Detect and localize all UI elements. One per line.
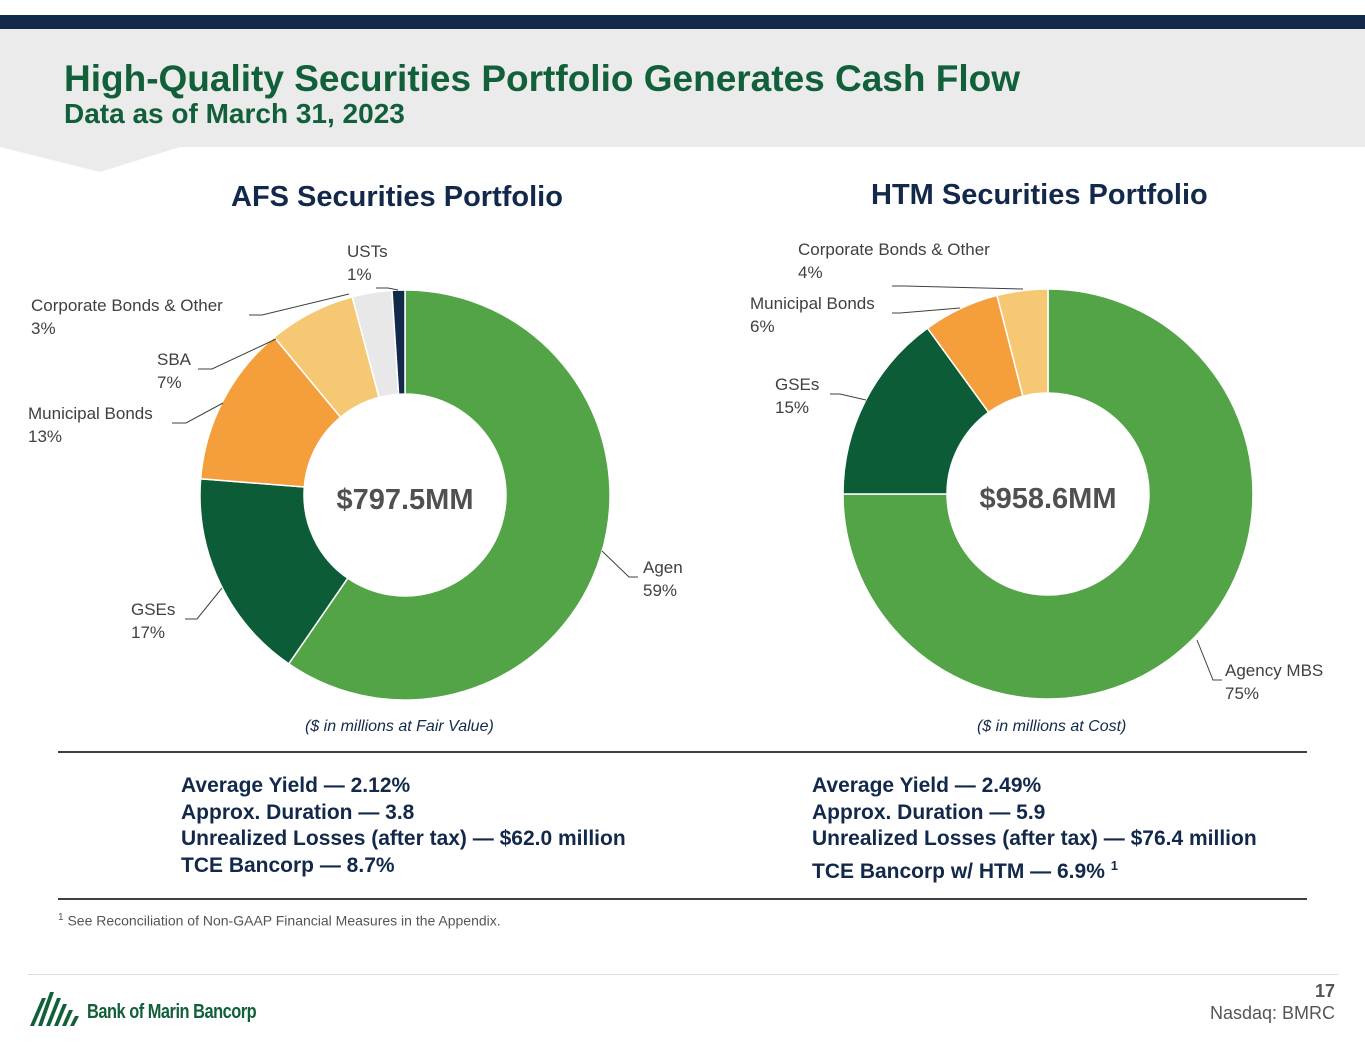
slide-title: High-Quality Securities Portfolio Genera… [64,58,1021,99]
afs-center-total: $797.5MM [336,484,473,516]
bank-logo-icon [30,992,79,1026]
htm-pct-gses: 15% [775,398,809,417]
afs-leader-line-gses [185,587,223,620]
afs-leader-line-municipal-bonds [172,402,224,424]
afs-pct-sba: 7% [157,373,182,392]
htm-metrics: Average Yield — 2.49% Approx. Duration —… [812,773,1257,885]
slide-subtitle: Data as of March 31, 2023 [64,98,405,129]
afs-average-yield: Average Yield — 2.12% [181,774,411,797]
footnote-text: See Reconciliation of Non-GAAP Financial… [67,912,501,929]
htm-slice-agency-mbs [842,288,1254,700]
htm-leader-line-corporate-bonds-other [892,285,1024,290]
afs-label-sba: SBA [157,350,192,369]
htm-chart-title: HTM Securities Portfolio [871,179,1208,211]
htm-label-corporate-bonds-other: Corporate Bonds & Other [798,240,990,259]
footer-divider [28,974,1338,975]
htm-donut-chart: Agency MBS 75% GSEs 15% Municipal Bonds 6% Cor… [750,240,1323,703]
htm-label-gses: GSEs [775,375,819,394]
htm-leader-line-municipal-bonds [892,307,961,314]
htm-duration: Approx. Duration — 5.9 [812,800,1046,824]
htm-label-agency-mbs: Agency MBS [1225,661,1323,680]
htm-pct-municipal-bonds: 6% [750,317,775,336]
htm-pct-agency-mbs: 75% [1225,684,1259,703]
logo-wordmark: Bank of Marin Bancorp [87,1001,257,1023]
htm-slice-gses [842,327,990,495]
afs-duration: Approx. Duration — 3.8 [181,800,415,824]
page-number: 17 [1314,981,1335,1001]
afs-label-municipal-bonds: Municipal Bonds [28,404,153,423]
htm-center-total: $958.6MM [979,483,1116,515]
afs-leader-line-sba [198,338,277,370]
htm-label-municipal-bonds: Municipal Bonds [750,294,875,313]
header-notch [0,147,180,172]
afs-pct-gses: 17% [131,623,165,642]
afs-label-gses: GSEs [131,600,175,619]
afs-valuation-note: ($ in millions at Fair Value) [305,718,494,735]
footnote-marker: 1 [58,912,64,923]
afs-label-usts: USTs [347,242,388,261]
afs-unrealized-losses: Unrealized Losses (after tax) — $62.0 mi… [181,827,626,850]
htm-slice-corporate-bonds-other [996,288,1049,398]
afs-leader-line-usts [376,287,399,291]
afs-pct-usts: 1% [347,265,372,284]
afs-pct-agency-mbs: 59% [643,581,677,600]
htm-pct-corporate-bonds-other: 4% [798,263,823,282]
top-accent-bar [0,15,1365,29]
divider-bottom [58,898,1307,900]
afs-slice-usts [391,289,406,395]
afs-label-corporate-bonds-other: Corporate Bonds & Other [31,296,223,315]
htm-tce: TCE Bancorp w/ HTM — 6.9% [812,859,1105,883]
afs-leader-line-agency-mbs [601,550,638,578]
afs-slice-gses [199,477,349,665]
divider-top [58,751,1307,753]
htm-leader-line-agency-mbs [1196,639,1222,681]
afs-leader-line-corporate-bonds-other [249,293,350,316]
afs-pct-corporate-bonds-other: 3% [31,319,56,338]
header-band [0,29,1365,147]
afs-label-agency-mbs: Agency MBS [643,558,683,577]
htm-tce-footnote-marker: 1 [1110,857,1118,873]
afs-pct-municipal-bonds: 13% [28,427,62,446]
htm-tce-row: TCE Bancorp w/ HTM — 6.9% 1 [812,853,1257,886]
afs-donut-chart: Agency MBS 59% GSEs 17% Municipal Bonds 13% SB… [28,242,683,701]
footnote: 1 See Reconciliation of Non-GAAP Financi… [58,912,501,929]
htm-average-yield: Average Yield — 2.49% [812,774,1042,797]
ticker-label: Nasdaq: BMRC [1209,1003,1335,1023]
afs-metrics: Average Yield — 2.12% Approx. Duration —… [181,773,626,879]
afs-chart-title: AFS Securities Portfolio [231,181,563,213]
afs-tce: TCE Bancorp — 8.7% [181,853,395,877]
afs-slice-agency-mbs [287,289,611,701]
htm-unrealized-losses: Unrealized Losses (after tax) — $76.4 mi… [812,827,1257,850]
htm-leader-line-gses [830,393,867,401]
htm-valuation-note: ($ in millions at Cost) [977,718,1127,735]
